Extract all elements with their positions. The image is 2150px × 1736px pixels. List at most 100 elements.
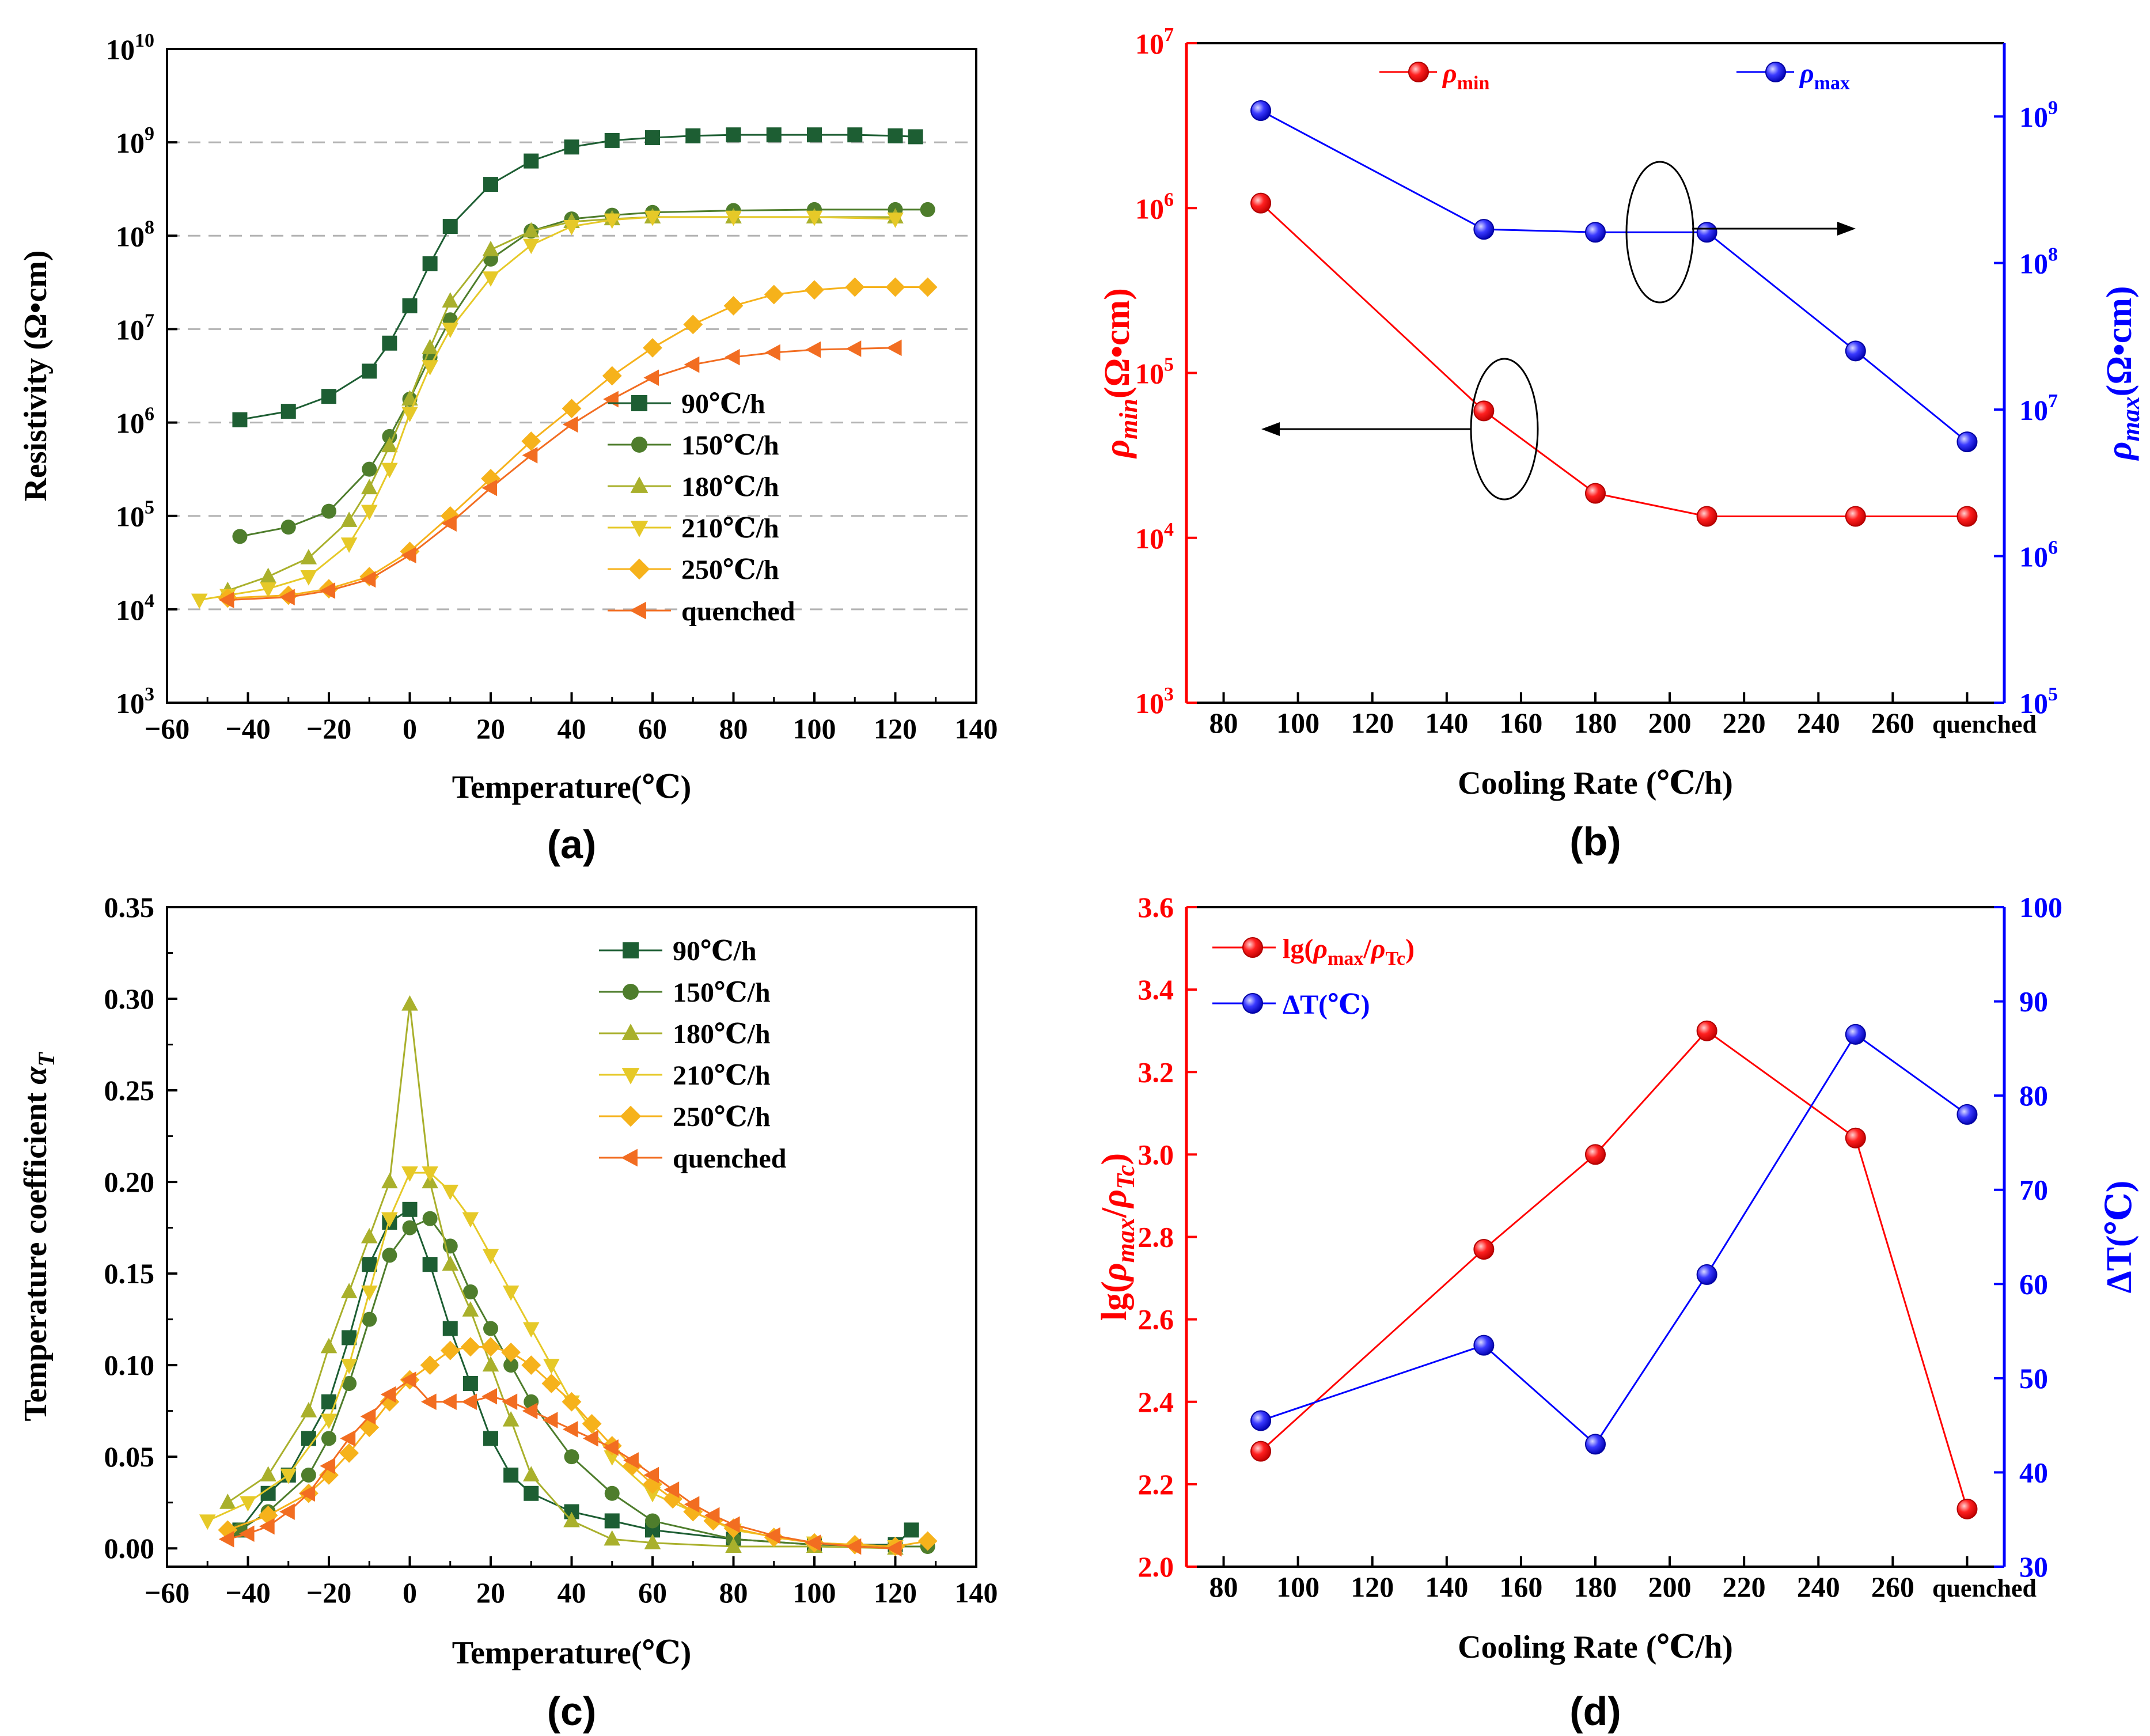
data-point — [1585, 483, 1606, 504]
data-point — [522, 1466, 540, 1482]
data-point — [321, 389, 336, 404]
label-part: lg( — [1283, 934, 1313, 964]
data-point — [685, 128, 701, 143]
data-point — [1473, 219, 1495, 240]
x-tick-label: 100 — [1276, 1571, 1319, 1603]
data-point — [401, 1166, 418, 1182]
panel-label: (d) — [1569, 1689, 1621, 1734]
x-tick-label: quenched — [1932, 1574, 2037, 1602]
data-point — [258, 1506, 278, 1525]
legend-label: 250℃/h — [673, 1102, 771, 1132]
x-tick-label: 20 — [476, 1576, 505, 1609]
legend-marker — [1408, 62, 1429, 82]
data-point — [462, 1375, 478, 1391]
x-axis-label: Temperature(℃) — [452, 770, 691, 805]
x-tick-label: −40 — [225, 712, 271, 745]
data-point — [522, 238, 540, 255]
label-part: max — [1112, 1218, 1140, 1263]
panel-c: −60 −40 −20 0 20 40 60 80 100 120 140 0.00 0.05 0.10 0… — [18, 891, 998, 1734]
data-point — [724, 348, 740, 366]
panel-d: 80 100 120 140 160 180 200 220 240 260 quenched 2.0… — [1095, 891, 2139, 1734]
data-point — [603, 1439, 619, 1456]
data-point — [806, 210, 823, 226]
label-part: ) — [1405, 934, 1415, 964]
x-tick-label: 200 — [1648, 1571, 1692, 1603]
legend-marker — [623, 942, 639, 958]
x-tick-label: 120 — [874, 1576, 917, 1609]
label-part: 3 — [145, 684, 154, 705]
x-tick-label: 40 — [558, 712, 586, 745]
label-part: 10 — [2019, 248, 2048, 280]
right-y-tick-label: 60 — [2019, 1268, 2048, 1300]
data-point — [683, 314, 703, 335]
left-y-tick-label: 2.8 — [1138, 1221, 1174, 1253]
y-tick-label: 109 — [116, 123, 154, 159]
data-point — [380, 1386, 396, 1403]
data-point — [422, 256, 438, 271]
data-point — [362, 1312, 377, 1327]
data-point — [521, 1355, 541, 1375]
x-tick-label: 100 — [1276, 707, 1319, 739]
label-part: / — [1095, 1207, 1134, 1218]
left-y-tick-label: 3.0 — [1138, 1138, 1174, 1170]
label-part: max — [1814, 73, 1850, 94]
left-y-tick-label: 2.6 — [1138, 1303, 1174, 1336]
label-part: 10 — [116, 220, 145, 252]
legend-marker — [621, 1149, 638, 1167]
label-part: 10 — [1135, 687, 1164, 719]
data-point — [260, 1466, 276, 1482]
data-point — [541, 1374, 562, 1393]
data-point — [904, 1522, 919, 1538]
data-point — [562, 1421, 578, 1438]
legend-label: 180℃/h — [673, 1019, 771, 1049]
x-tick-label: 180 — [1574, 1571, 1617, 1603]
data-point — [1956, 431, 1978, 453]
y-tick-label: 107 — [116, 310, 154, 346]
right-y-tick-label: 90 — [2019, 985, 2048, 1018]
data-point — [402, 298, 418, 313]
data-point — [563, 1511, 580, 1527]
data-point — [522, 1322, 540, 1338]
series-3 — [199, 1166, 904, 1556]
y-tick-label: 0.35 — [104, 891, 155, 923]
annotation-arrowhead-right — [1837, 222, 1856, 236]
series-line — [1260, 1029, 1968, 1510]
x-tick-label: 140 — [1425, 1571, 1468, 1603]
series-line — [240, 134, 916, 421]
data-point — [483, 1321, 498, 1336]
x-axis-label: Temperature(℃) — [452, 1635, 691, 1671]
x-tick-label: 100 — [793, 1576, 836, 1609]
data-point — [420, 1355, 440, 1375]
x-tick-label: 100 — [793, 712, 836, 745]
legend-label: quenched — [681, 596, 795, 627]
data-point — [260, 582, 276, 598]
data-point — [724, 1516, 740, 1533]
data-point — [765, 344, 780, 361]
data-point — [321, 503, 336, 519]
series-1 — [1250, 100, 1978, 453]
x-tick-label: 20 — [476, 712, 505, 745]
panel-b: 80 100 120 140 160 180 200 220 240 260 quenched103… — [1098, 24, 2145, 864]
panel-label: (a) — [547, 822, 597, 867]
label-part: 5 — [2048, 684, 2058, 705]
left-y-tick-label: 2.4 — [1138, 1386, 1174, 1418]
data-point — [361, 1227, 378, 1244]
legend-marker — [630, 601, 646, 620]
x-tick-label: 0 — [403, 712, 417, 745]
y-tick-label: 0.20 — [104, 1166, 155, 1198]
data-point — [342, 1330, 357, 1345]
data-point — [199, 1514, 216, 1530]
data-point — [218, 592, 234, 608]
label-part: 10 — [116, 313, 145, 346]
label-part: min — [1457, 73, 1490, 94]
data-point — [765, 1527, 780, 1544]
legend-label: 150℃/h — [681, 430, 779, 461]
series-0 — [232, 1201, 919, 1552]
label-part: 6 — [2048, 537, 2058, 559]
y-tick-label: 104 — [116, 590, 154, 626]
panel-label: (b) — [1569, 819, 1621, 864]
legend-marker — [1242, 993, 1263, 1014]
y-axis-label: Resistivity (Ω•cm) — [18, 250, 54, 501]
data-point — [279, 589, 295, 606]
